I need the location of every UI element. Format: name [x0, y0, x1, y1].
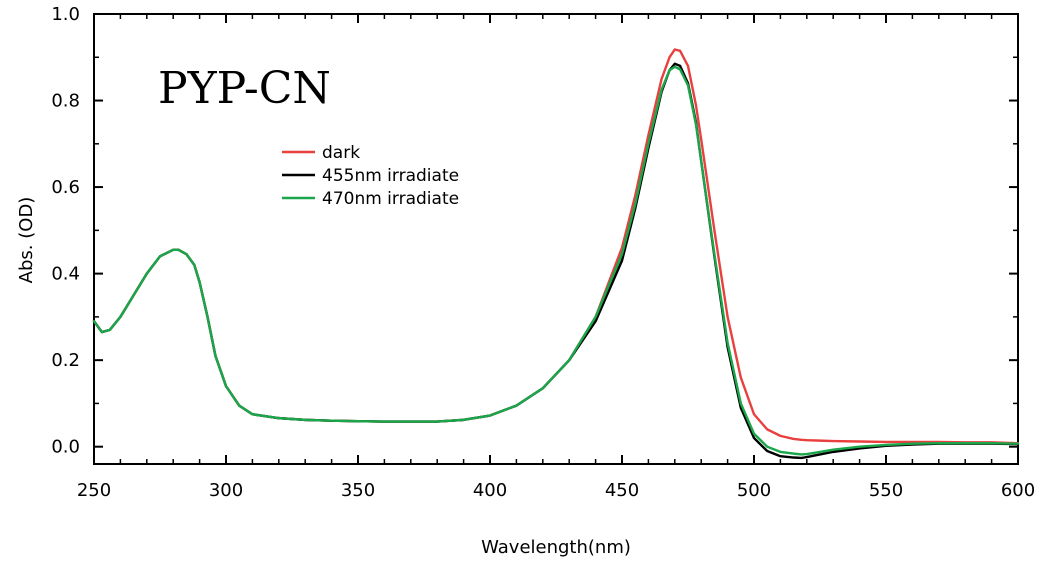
y-tick-label: 0.2 — [51, 350, 80, 371]
x-tick-label: 400 — [473, 480, 507, 501]
y-tick-label: 0.0 — [51, 437, 80, 458]
x-axis-title: Wavelength(nm) — [481, 537, 631, 558]
x-tick-label: 350 — [341, 480, 375, 501]
plot-area — [93, 13, 1019, 465]
x-tick-label: 450 — [605, 480, 639, 501]
x-tick-label: 550 — [869, 480, 903, 501]
y-tick-label: 1.0 — [51, 4, 80, 25]
y-axis-title: Abs. (OD) — [16, 197, 37, 284]
x-tick-label: 250 — [77, 480, 111, 501]
legend-label: 455nm irradiate — [322, 166, 459, 186]
y-tick-label: 0.6 — [51, 177, 80, 198]
x-tick-label: 500 — [737, 480, 771, 501]
x-tick-label: 300 — [209, 480, 243, 501]
x-tick-label: 600 — [1001, 480, 1035, 501]
series-line-3 — [92, 65, 1020, 456]
y-tick-label: 0.4 — [51, 264, 80, 285]
legend-label: 470nm irradiate — [322, 189, 459, 209]
legend-label: dark — [322, 143, 360, 163]
series-line-2 — [92, 62, 1020, 460]
y-tick-label: 0.8 — [51, 91, 80, 112]
ticks-layer: 250 300 350 400 450 500 550 600 0.0 0.2 0.4 0.6 0.8 1… — [51, 4, 1035, 501]
plot-frame — [93, 13, 1019, 465]
chart-title: PYP-CN — [158, 63, 331, 114]
series-layer — [92, 48, 1020, 460]
legend: dark 455nm irradiate 470nm irradiate — [282, 143, 459, 209]
